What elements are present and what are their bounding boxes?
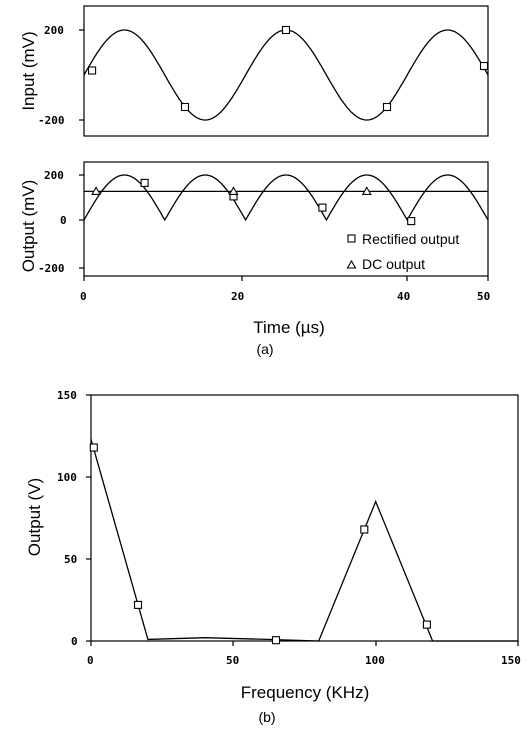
- input-data-point: [180, 102, 190, 112]
- spectrum-markers: [89, 443, 431, 645]
- spectrum-xtick-label: 50: [226, 654, 239, 667]
- spectrum-data-point: [133, 600, 143, 609]
- output-legend: Rectified output DC output: [346, 231, 459, 272]
- output-xtick-label: 40: [397, 290, 410, 303]
- rectified-output-curve: [83, 174, 489, 222]
- legend-triangle-marker-icon: [346, 259, 357, 269]
- input-data-point: [281, 25, 291, 35]
- input-data-point: [88, 66, 97, 75]
- input-plot-frame: [83, 5, 489, 137]
- spectrum-data-point: [422, 620, 431, 629]
- input-data-point: [382, 102, 392, 112]
- spectrum-ytick-label: 0: [71, 635, 78, 648]
- time-x-axis-title: Time (µs): [253, 318, 325, 337]
- spectrum-plot-frame: [90, 394, 519, 642]
- output-ytick-label: 0: [60, 214, 67, 227]
- input-sine-curve: [83, 29, 489, 121]
- input-y-axis-title: Input (mV): [19, 31, 38, 110]
- legend-label-dc: DC output: [362, 256, 425, 272]
- rectified-data-point: [318, 203, 327, 212]
- spectrum-plot-panel: 150 100 50 0 0 50 100 150 Output (V) Fre…: [25, 389, 521, 725]
- output-y-axis-title: Output (mV): [19, 180, 38, 273]
- spectrum-data-point: [271, 636, 281, 645]
- dc-data-point: [91, 186, 102, 195]
- frequency-x-axis-title: Frequency (KHz): [241, 683, 369, 702]
- rectified-data-point: [407, 217, 416, 226]
- spectrum-xtick-label: 150: [501, 654, 521, 667]
- rectified-data-point: [140, 178, 149, 187]
- caption-a: (a): [256, 341, 273, 357]
- dc-data-point: [361, 186, 372, 195]
- output-xtick-label: 50: [477, 290, 490, 303]
- spectrum-y-axis-title: Output (V): [25, 478, 44, 556]
- spectrum-xtick-label: 0: [87, 654, 94, 667]
- output-markers: [91, 178, 416, 226]
- spectrum-xtick-label: 100: [365, 654, 385, 667]
- spectrum-ytick-label: 50: [64, 553, 77, 566]
- spectrum-ytick-label: 100: [57, 471, 77, 484]
- legend-square-marker-icon: [347, 234, 356, 243]
- input-ytick-label: -200: [38, 114, 65, 127]
- legend-label-rectified: Rectified output: [362, 231, 459, 247]
- output-xtick-label: 0: [80, 290, 87, 303]
- input-data-point: [479, 61, 489, 71]
- output-ytick-label: 200: [44, 169, 64, 182]
- spectrum-ytick-label: 150: [57, 389, 77, 402]
- input-ytick-label: 200: [44, 24, 64, 37]
- spectrum-data-point: [360, 525, 369, 534]
- output-xtick-label: 20: [231, 290, 244, 303]
- spectrum-line: [90, 439, 518, 642]
- caption-b: (b): [258, 709, 275, 725]
- input-markers: [88, 25, 489, 112]
- output-plot-panel: 200 0 -200 0 20 40 50 Rectified output D…: [19, 161, 490, 357]
- dc-data-point: [228, 186, 239, 195]
- input-plot-panel: 200 -200 Input (mV): [19, 5, 489, 137]
- output-ytick-label: -200: [38, 262, 65, 275]
- spectrum-data-point: [89, 443, 98, 452]
